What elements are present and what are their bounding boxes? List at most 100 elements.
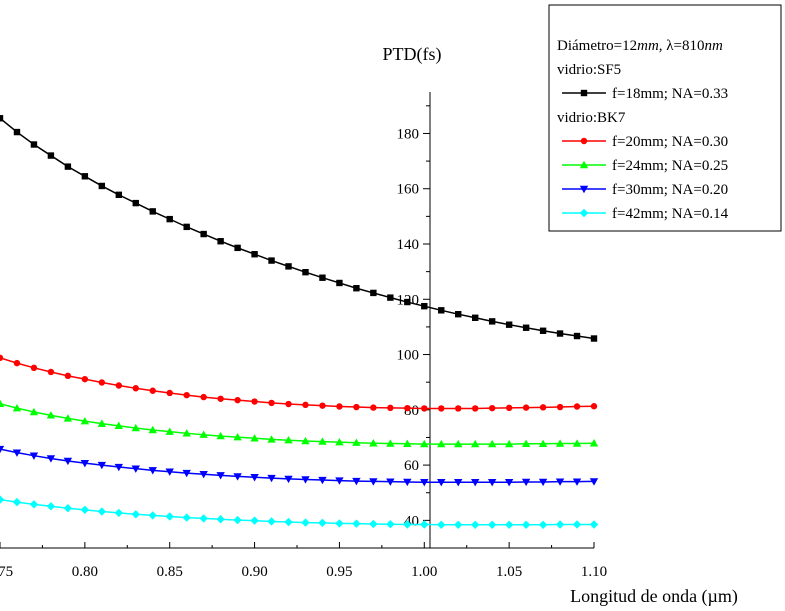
data-point — [572, 478, 582, 486]
data-point — [13, 359, 21, 367]
y-tick-label: 60 — [404, 458, 419, 474]
legend: Diámetro=12mm, λ=810nm vidrio:SF5 vidrio… — [548, 4, 782, 232]
series-line — [0, 117, 595, 340]
data-point — [335, 437, 344, 446]
data-point — [352, 438, 361, 446]
data-point — [98, 182, 106, 190]
data-point — [233, 473, 242, 481]
x-tick-label: 1.00 — [411, 564, 437, 580]
data-point — [148, 425, 157, 434]
data-point — [504, 439, 514, 448]
data-point — [487, 439, 497, 448]
data-point — [369, 478, 378, 486]
series-layer — [0, 115, 599, 529]
data-point — [183, 391, 190, 399]
data-point — [234, 396, 241, 404]
x-tick-label: 0.75 — [0, 564, 13, 580]
data-point — [29, 407, 39, 416]
legend-label: f=24mm; NA=0.25 — [612, 158, 728, 174]
series-2 — [0, 354, 598, 412]
data-point — [404, 298, 411, 306]
data-point — [251, 398, 258, 405]
data-point — [63, 504, 73, 513]
data-point — [319, 274, 326, 281]
series-line — [0, 498, 594, 526]
data-point — [80, 459, 90, 468]
data-point — [471, 439, 480, 448]
data-point — [80, 505, 90, 515]
data-point — [573, 403, 581, 410]
data-point — [437, 479, 446, 487]
data-point — [301, 476, 310, 484]
data-point — [63, 457, 73, 466]
data-point — [369, 519, 378, 529]
data-point — [267, 517, 276, 526]
data-point — [369, 439, 378, 447]
data-point — [538, 439, 548, 448]
data-point — [318, 437, 327, 445]
x-tick-label: 0.90 — [241, 564, 267, 580]
data-point — [233, 432, 242, 441]
data-point — [352, 519, 361, 528]
data-point — [438, 405, 445, 412]
data-point — [115, 382, 123, 389]
data-point — [404, 404, 411, 412]
data-point — [12, 449, 22, 457]
data-point — [0, 115, 4, 122]
x-tick-label: 1.05 — [496, 564, 522, 580]
data-point — [590, 403, 598, 410]
data-point — [387, 404, 394, 412]
data-point — [555, 520, 565, 529]
legend-group-1: vidrio:SF5 — [557, 62, 621, 78]
data-point — [335, 519, 344, 528]
legend-label: f=30mm; NA=0.20 — [612, 182, 728, 198]
legend-entry: f=30mm; NA=0.20 — [562, 182, 728, 198]
data-point — [64, 163, 72, 170]
data-point — [573, 332, 581, 340]
data-point — [302, 401, 309, 409]
data-point — [149, 387, 156, 394]
data-point — [216, 431, 225, 440]
legend-box — [548, 4, 782, 232]
data-point — [352, 477, 361, 486]
y-tick-label: 140 — [397, 237, 420, 253]
data-point — [420, 439, 429, 448]
series-line — [0, 357, 595, 410]
data-point — [454, 439, 463, 448]
data-point — [353, 285, 360, 292]
data-point — [555, 439, 565, 447]
data-point — [0, 495, 5, 504]
data-point — [387, 294, 394, 301]
data-point — [522, 324, 530, 331]
data-point — [302, 268, 309, 276]
data-point — [250, 434, 259, 442]
series-4 — [0, 445, 599, 487]
x-tick-label: 0.85 — [157, 564, 183, 580]
data-point — [63, 414, 73, 422]
data-point — [132, 385, 139, 392]
data-point — [284, 436, 293, 444]
y-tick-label: 180 — [397, 126, 420, 142]
data-point — [455, 405, 462, 412]
data-point — [438, 307, 445, 314]
data-point — [46, 455, 56, 463]
x-tick-label: 0.80 — [72, 564, 98, 580]
data-point — [268, 399, 275, 407]
data-point — [318, 476, 327, 485]
series-line — [0, 403, 595, 445]
data-point — [579, 185, 589, 194]
series-1 — [0, 115, 598, 342]
data-point — [539, 404, 547, 411]
data-point — [114, 421, 123, 430]
data-point — [47, 152, 55, 159]
legend-entry: f=42mm; NA=0.14 — [562, 206, 729, 222]
y-axis-title: PTD(fs) — [383, 44, 442, 65]
data-point — [131, 510, 140, 519]
data-point — [590, 335, 598, 342]
data-point — [487, 520, 497, 529]
data-point — [165, 427, 174, 435]
data-point — [471, 479, 480, 487]
data-point — [234, 244, 241, 252]
data-point — [580, 89, 588, 97]
data-point — [267, 435, 276, 443]
